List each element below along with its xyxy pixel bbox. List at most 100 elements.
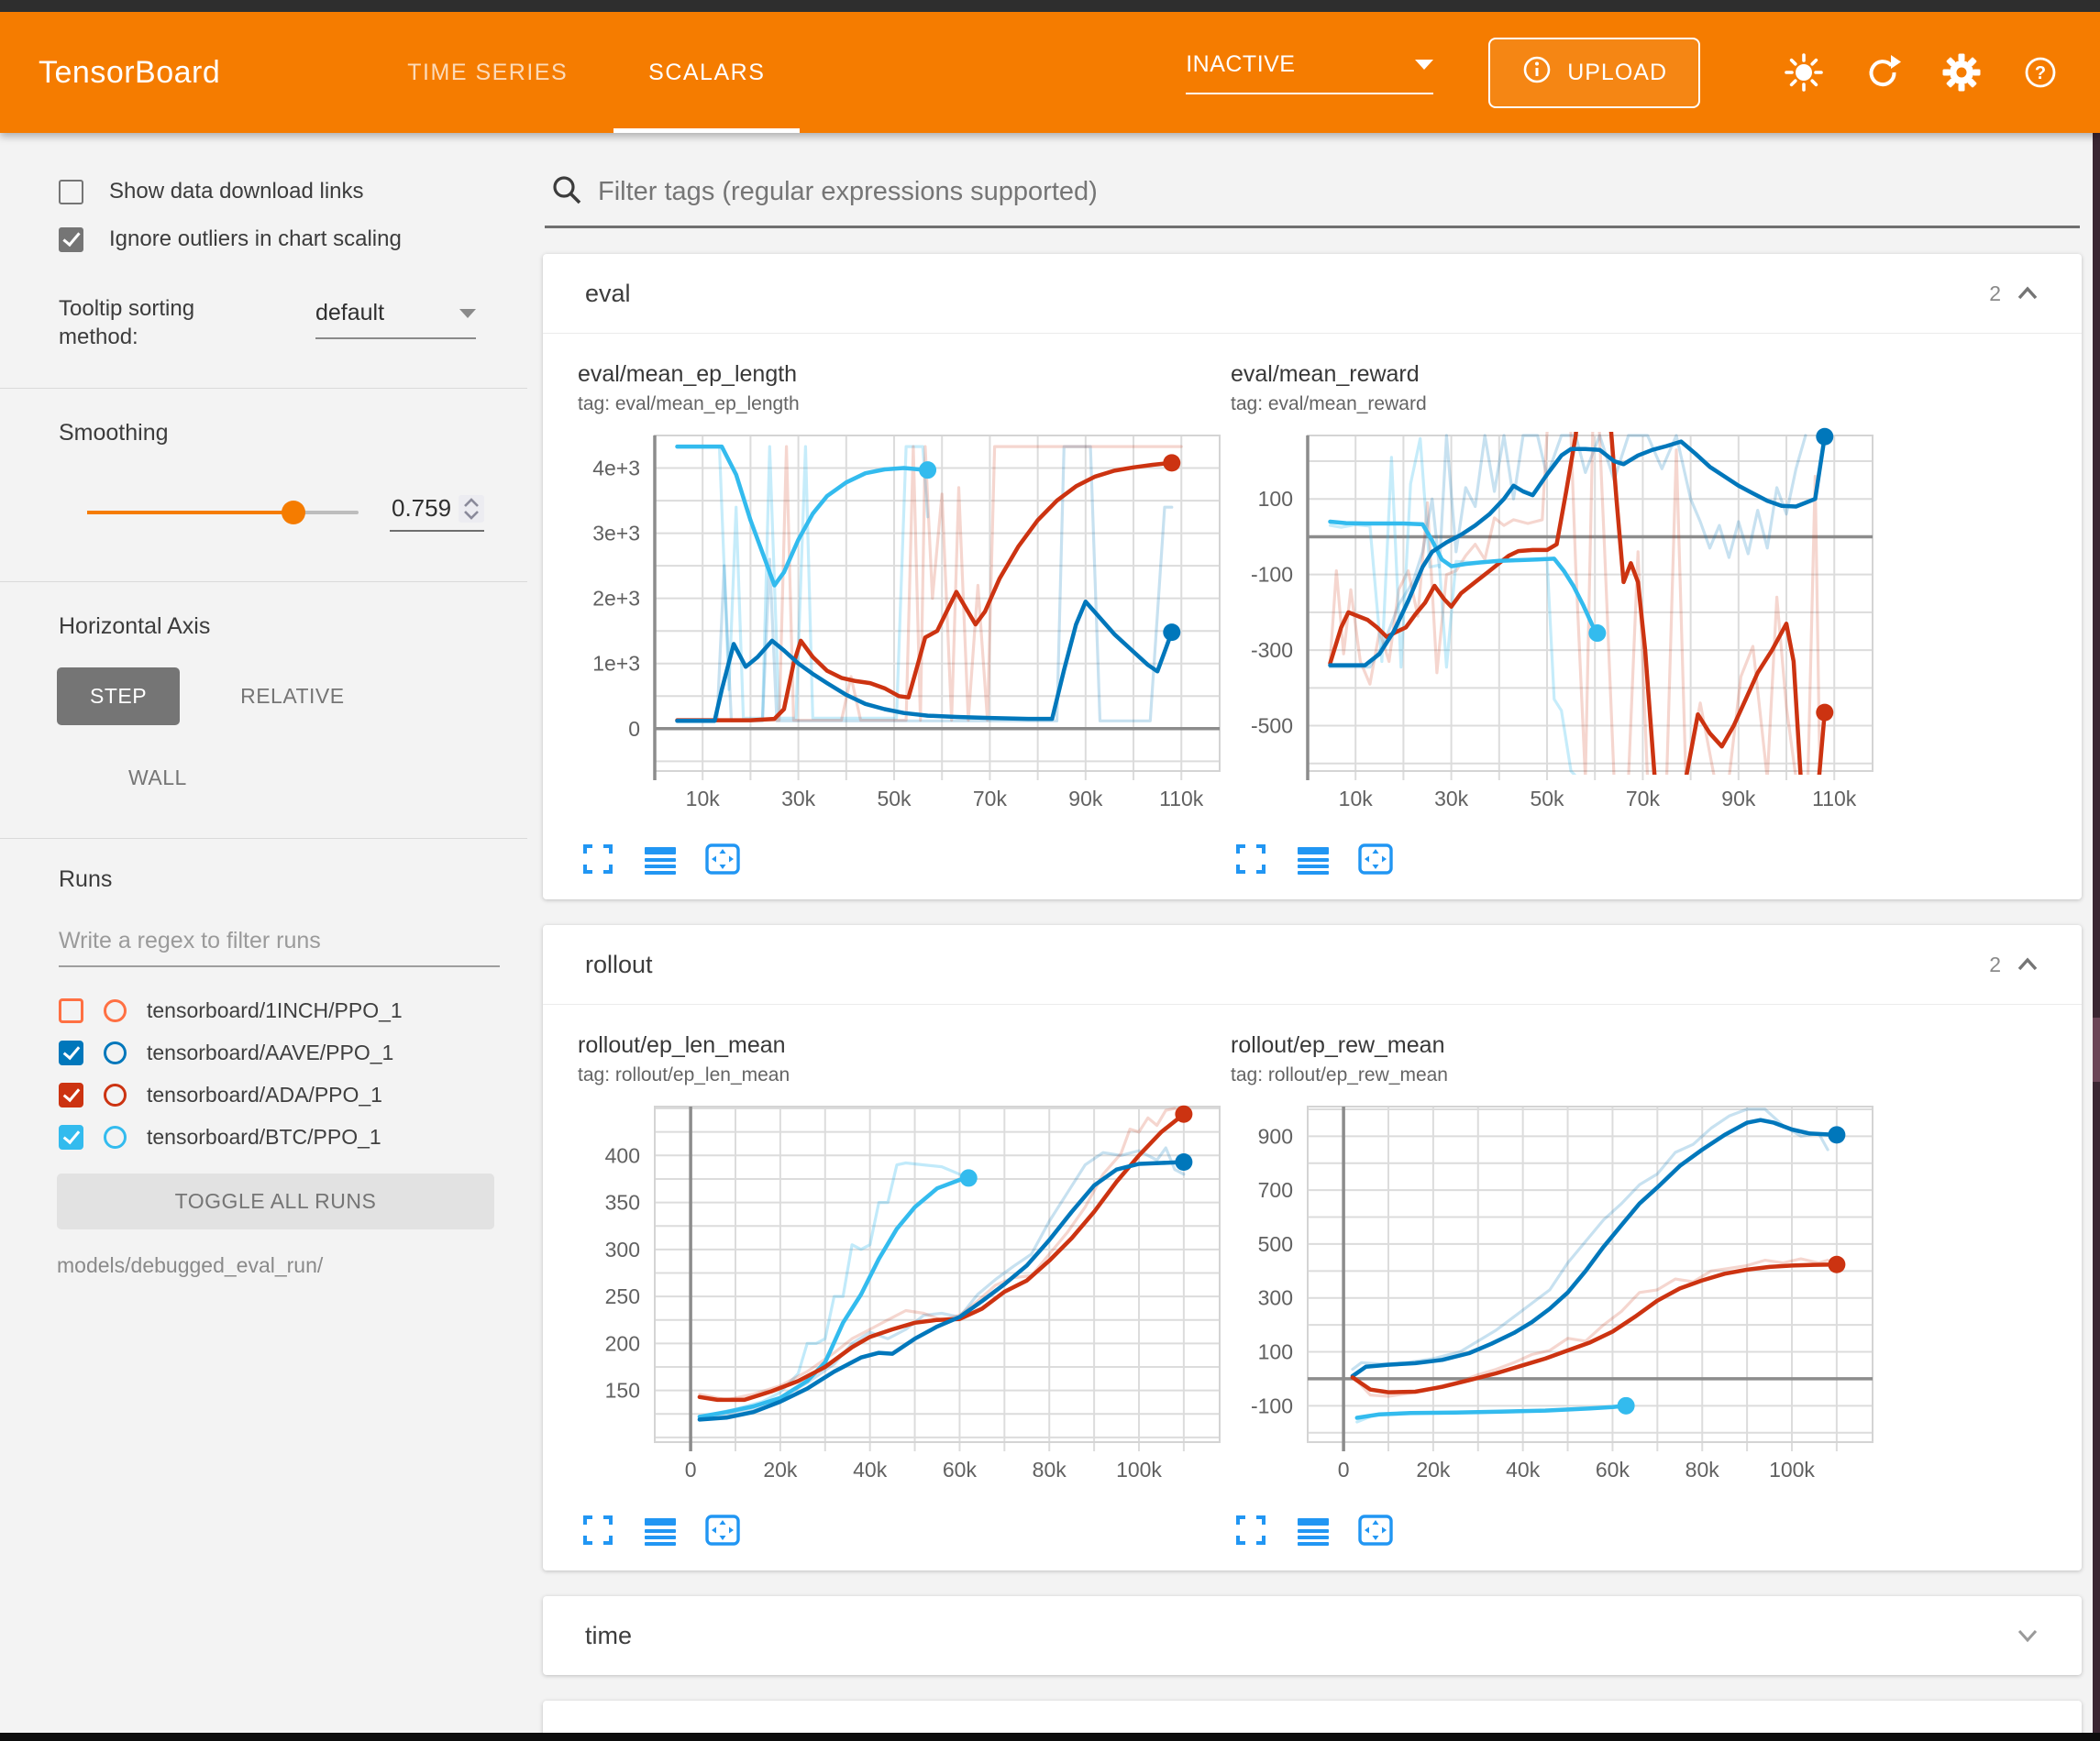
run-table-icon[interactable] [642,1512,679,1548]
fullscreen-icon[interactable] [580,1512,616,1548]
section-card-rollout: rollout 2 rollout/ep_len_mean tag: rollo… [543,925,2082,1570]
chart-title: rollout/ep_rew_mean [1231,1032,1445,1058]
line-chart[interactable]: 0 20k 40k 60k 80k 100k -100 100 300 500 700 900 [1231,1097,1882,1506]
fullscreen-icon[interactable] [1232,841,1269,877]
chart-card: eval/mean_ep_length tag: eval/mean_ep_le… [578,361,1231,892]
chart-toolbar [578,1506,1231,1563]
checkbox-icon[interactable] [59,179,83,204]
svg-text:0: 0 [628,717,640,741]
svg-text:400: 400 [605,1143,640,1167]
fit-domain-icon[interactable] [1357,841,1394,877]
tab-scalars[interactable]: SCALARS [608,12,805,133]
run-checkbox-icon[interactable] [59,1125,83,1151]
svg-text:70k: 70k [1626,787,1661,810]
axis-option-wall[interactable]: WALL [128,766,187,790]
chart-card: rollout/ep_rew_mean tag: rollout/ep_rew_… [1231,1032,1884,1563]
run-color-ring-icon [104,1126,127,1150]
smoothing-slider-row: 0.759 [87,492,527,533]
main-content: Filter tags (regular expressions support… [527,133,2093,1733]
svg-text:?: ? [2035,63,2046,83]
smoothing-value-input[interactable]: 0.759 [390,492,485,533]
refresh-icon[interactable] [1862,51,1904,94]
run-row-1inch[interactable]: tensorboard/1INCH/PPO_1 [59,998,527,1024]
run-table-icon[interactable] [1295,1512,1332,1548]
svg-text:60k: 60k [943,1458,978,1482]
line-chart[interactable]: 0 20k 40k 60k 80k 100k 150 200 250 300 350 400 [578,1097,1229,1506]
run-table-icon[interactable] [642,841,679,877]
help-icon[interactable]: ? [2019,51,2061,94]
horizontal-axis-options: WALL [95,749,527,807]
axis-option-step[interactable]: STEP [57,667,181,726]
svg-text:20k: 20k [763,1458,798,1482]
run-checkbox-icon[interactable] [59,1041,83,1066]
section-header-rollout[interactable]: rollout 2 [543,925,2082,1004]
section-header-time[interactable]: time [543,1596,2082,1675]
smoothing-slider[interactable] [87,500,359,524]
section-body-rollout: rollout/ep_len_mean tag: rollout/ep_len_… [543,1004,2082,1570]
fullscreen-icon[interactable] [1232,1512,1269,1548]
svg-text:100: 100 [1258,487,1293,511]
chart-tag: tag: rollout/ep_rew_mean [1231,1064,1448,1085]
scrollbar-thumb[interactable] [2093,1017,2100,1082]
slider-knob[interactable] [281,500,305,524]
run-row-aave[interactable]: tensorboard/AAVE/PPO_1 [59,1041,527,1066]
svg-text:1e+3: 1e+3 [592,652,640,676]
app-header: TensorBoard TIME SERIES SCALARS INACTIVE… [0,12,2100,133]
line-chart[interactable]: 10k 30k 50k 70k 90k 110k 100 -100 -300 -500 [1231,426,1882,835]
checkbox-label: Show data download links [109,179,364,204]
svg-text:-100: -100 [1251,563,1293,587]
svg-text:200: 200 [605,1331,640,1355]
divider [0,838,527,840]
run-list: tensorboard/1INCH/PPO_1 tensorboard/AAVE… [59,998,527,1151]
chevron-up-icon[interactable] [2016,956,2039,973]
line-chart[interactable]: 10k 30k 50k 70k 90k 110k 0 1e+3 2e+3 3e+3 4e+3 [578,426,1229,835]
run-row-btc[interactable]: tensorboard/BTC/PPO_1 [59,1125,527,1151]
run-row-ada[interactable]: tensorboard/ADA/PPO_1 [59,1083,527,1108]
divider [0,388,527,390]
run-color-ring-icon [104,999,127,1023]
section-card-time: time [543,1596,2082,1675]
run-checkbox-icon[interactable] [59,1083,83,1108]
filter-tags-input[interactable]: Filter tags (regular expressions support… [545,137,2080,228]
horizontal-axis-label: Horizontal Axis [59,613,211,640]
section-count: 2 [1989,281,2001,305]
run-table-icon[interactable] [1295,841,1332,877]
fit-domain-icon[interactable] [704,1512,741,1548]
status-dropdown[interactable]: INACTIVE [1186,51,1434,94]
tooltip-sorting-select[interactable]: default [315,300,476,339]
chevron-up-icon[interactable] [2016,285,2039,302]
axis-option-relative[interactable]: RELATIVE [240,684,345,709]
run-checkbox-icon[interactable] [59,998,83,1024]
chevron-down-icon[interactable] [2016,1627,2039,1644]
fit-domain-icon[interactable] [704,841,741,877]
fit-domain-icon[interactable] [1357,1512,1394,1548]
run-color-ring-icon [104,1084,127,1107]
toggle-all-runs-button[interactable]: TOGGLE ALL RUNS [57,1174,494,1230]
settings-gear-icon[interactable] [1940,51,1983,94]
runs-filter-input[interactable]: Write a regex to filter runs [59,928,500,968]
ignore-outliers-checkbox-row[interactable]: Ignore outliers in chart scaling [59,226,527,252]
brightness-icon[interactable] [1783,51,1825,94]
svg-text:150: 150 [605,1379,640,1403]
svg-text:70k: 70k [973,787,1008,810]
scrollbar[interactable] [2093,133,2100,1741]
show-download-links-checkbox-row[interactable]: Show data download links [59,179,527,204]
header-actions: INACTIVE UPLOAD [1186,37,2061,108]
fullscreen-icon[interactable] [580,841,616,877]
svg-text:2e+3: 2e+3 [592,587,640,611]
svg-text:80k: 80k [1686,1458,1720,1482]
svg-text:10k: 10k [686,787,721,810]
tooltip-sorting-label: Tooltip sorting method: [59,296,195,350]
tab-time-series[interactable]: TIME SERIES [407,59,569,85]
section-header-eval[interactable]: eval 2 [543,254,2082,333]
svg-text:500: 500 [1258,1232,1293,1256]
stepper-icon[interactable] [459,494,485,523]
checkbox-icon[interactable] [59,226,83,252]
sidebar: Show data download links Ignore outliers… [0,133,527,1733]
upload-button[interactable]: UPLOAD [1488,37,1700,108]
checkbox-label: Ignore outliers in chart scaling [109,226,402,251]
tab-bar: TIME SERIES SCALARS [367,12,805,133]
svg-text:100: 100 [1258,1340,1293,1364]
svg-text:250: 250 [605,1284,640,1308]
svg-text:30k: 30k [781,787,816,810]
